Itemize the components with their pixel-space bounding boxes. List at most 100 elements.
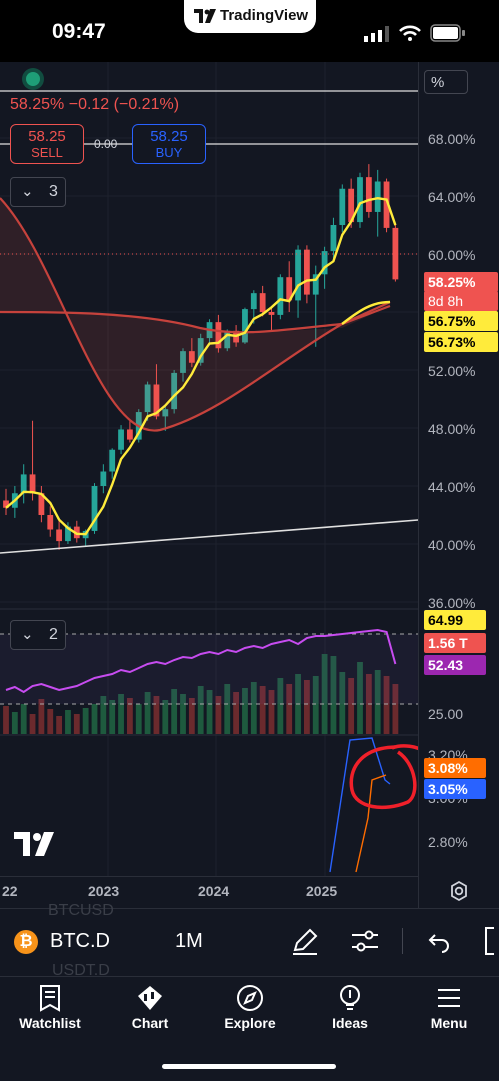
chart-overlays [0,90,418,873]
volume-bar [65,710,71,734]
price-tick: 40.00% [428,537,476,553]
volume-bar [144,692,151,734]
ghost-symbol: USDT.D [52,962,110,979]
volume-bar [82,708,89,734]
candle-body [20,474,27,494]
candle-body [286,277,293,301]
candle-body [224,330,231,349]
current-percent: 58.25% [10,96,65,113]
candle-body [330,225,337,252]
indicators-toggle-sub[interactable]: ⌄ 2 [10,620,66,650]
app-banner [184,0,316,33]
time-tick: 22 [2,883,18,899]
candle-body [357,177,363,223]
candle-body [127,429,133,440]
buy-button[interactable]: 58.25 BUY [132,124,206,164]
nav-ideas[interactable]: Ideas [300,984,400,1031]
volume-bar [118,694,124,734]
candle-body [259,293,266,312]
interval-selector[interactable]: 1M [175,930,203,952]
volume-bar [321,654,328,734]
tradingview-watermark-icon [14,832,54,856]
status-time: 09:47 [52,20,106,43]
chart-area[interactable] [0,62,499,908]
drawing-pen-icon[interactable] [290,926,320,956]
volume-bar [259,686,266,734]
settings-gear-icon[interactable] [448,880,470,902]
volume-bar [171,689,178,734]
nav-watchlist[interactable]: Watchlist [0,984,100,1031]
indicators-toggle-main[interactable]: ⌄ 3 [10,177,66,207]
bitcoin-icon: ₿ [14,930,38,954]
candle-body [91,486,98,531]
candle-body [215,322,222,349]
candle-body [180,351,186,373]
countdown-badge: 8d 8h [424,291,498,311]
volume-bar [3,706,9,734]
sell-price: 58.25 [28,128,66,145]
candle-body [118,429,124,450]
symbol-toolbar [0,908,499,977]
candle-body [153,384,160,417]
volume-bar [29,714,36,734]
change-value: −0.12 (−0.21%) [68,96,180,113]
ma-long-line [0,197,391,432]
ma-mid-line [0,304,391,334]
price-tick: 52.00% [428,363,476,379]
volume-bar [127,698,133,734]
candle-body [197,338,204,363]
chevron-down-icon: ⌄ [21,626,34,643]
sub-badge-b: 1.56 T [424,633,486,653]
nav-label: Chart [131,1015,169,1031]
price-tick: 44.00% [428,479,476,495]
volume-bar [162,700,169,734]
volume-bar [330,656,337,734]
volume-bar [109,700,116,734]
candle-body [321,251,328,275]
volume-bar [73,714,80,734]
price-chart[interactable] [0,62,418,908]
orange-indicator-line [355,774,387,873]
candle-body [171,372,178,410]
volume-bar [233,692,239,734]
nav-chart[interactable]: Chart [100,984,200,1031]
nav-label: Watchlist [19,1015,81,1031]
fullscreen-icon[interactable] [482,926,499,956]
indicator-count: 2 [49,626,58,643]
candle-body [3,500,9,508]
third-badge-blue: 3.05% [424,779,486,799]
volume-bar [224,684,231,734]
candle-body [268,312,275,315]
undo-icon[interactable] [426,928,452,954]
symbol-ticker[interactable]: BTC.D [50,930,110,952]
candle-body [109,449,116,472]
volume-bar [312,676,319,734]
trend-line [0,519,418,554]
time-tick: 2024 [198,883,230,899]
nav-menu[interactable]: Menu [399,984,499,1031]
volume-bar [11,712,18,734]
time-tick: 2025 [306,883,338,899]
scale-unit-button[interactable]: % [424,70,468,94]
volume-bar [100,696,107,734]
time-axis[interactable] [0,876,418,909]
app-name: TradingView [220,7,309,24]
indicator-settings-icon[interactable] [350,928,380,954]
ma-projection [341,300,391,325]
volume-bar [242,688,248,734]
candle-body [250,293,257,310]
bottom-navigation [0,976,499,1081]
candle-body [162,409,169,417]
candle-body [188,351,195,363]
nav-explore[interactable]: Explore [200,984,300,1031]
sell-button[interactable]: 58.25 SELL [10,124,84,164]
volume-bar [153,696,160,734]
last-price-badge: 58.25% [424,272,498,292]
volume-bar [304,680,310,734]
price-tick: 48.00% [428,421,476,437]
price-tick: 68.00% [428,131,476,147]
volume-bar [339,672,346,734]
candle-body [365,177,372,212]
chevron-down-icon: ⌄ [21,183,34,200]
volume-bar [91,704,98,734]
